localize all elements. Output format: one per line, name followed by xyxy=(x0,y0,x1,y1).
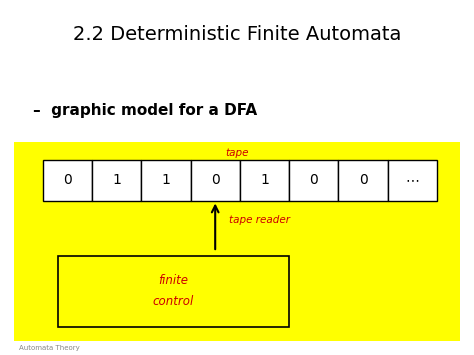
Bar xyxy=(388,160,437,201)
Bar xyxy=(289,160,338,201)
Text: Automata Theory: Automata Theory xyxy=(19,345,80,351)
Bar xyxy=(338,160,388,201)
Text: 0: 0 xyxy=(359,173,367,187)
Text: –  graphic model for a DFA: – graphic model for a DFA xyxy=(33,103,257,118)
Text: ⋯: ⋯ xyxy=(405,173,419,187)
Text: 1: 1 xyxy=(260,173,269,187)
Text: 1: 1 xyxy=(112,173,121,187)
Bar xyxy=(191,160,240,201)
Text: 2.2 Deterministic Finite Automata: 2.2 Deterministic Finite Automata xyxy=(73,25,401,44)
Bar xyxy=(92,160,141,201)
Text: tape reader: tape reader xyxy=(229,215,291,225)
Text: 0: 0 xyxy=(211,173,219,187)
Bar xyxy=(43,160,92,201)
Text: 1: 1 xyxy=(162,173,170,187)
Bar xyxy=(240,160,289,201)
Text: 0: 0 xyxy=(310,173,318,187)
Bar xyxy=(58,256,289,327)
Text: finite
control: finite control xyxy=(153,274,194,308)
Text: tape: tape xyxy=(225,148,249,158)
Text: 0: 0 xyxy=(63,173,72,187)
Bar xyxy=(141,160,191,201)
Bar xyxy=(14,142,460,341)
